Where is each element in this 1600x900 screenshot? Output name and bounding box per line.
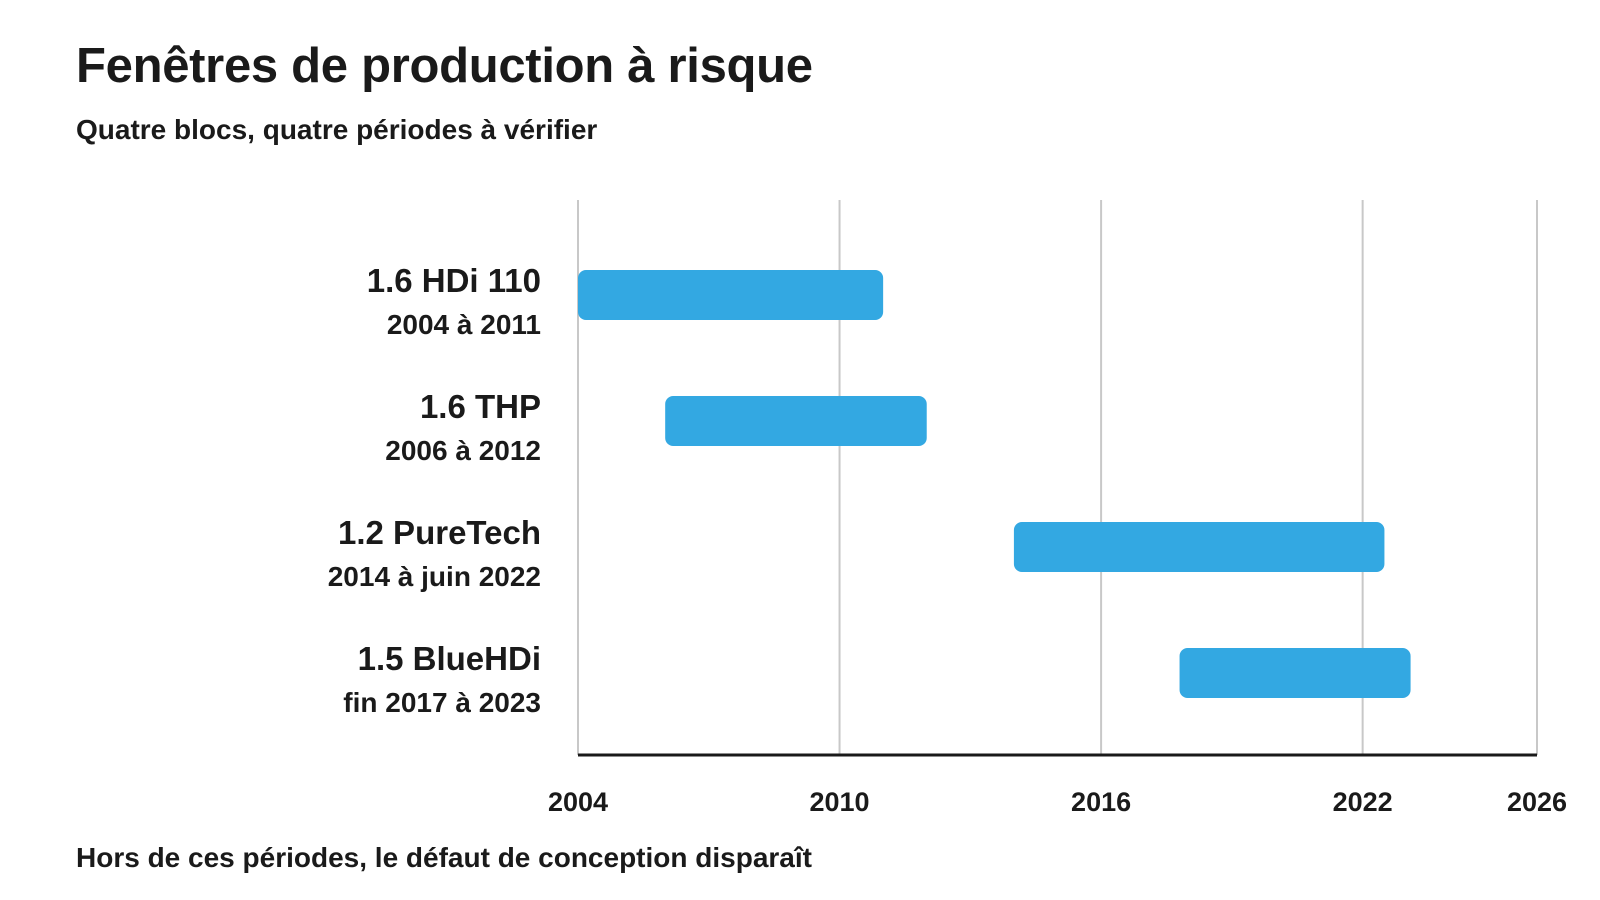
bars [578, 270, 1411, 698]
x-tick-label: 2004 [548, 787, 608, 817]
chart-subtitle: Quatre blocs, quatre périodes à vérifier [76, 114, 598, 145]
category-period-label: 2004 à 2011 [387, 309, 541, 340]
category-name-label: 1.2 PureTech [338, 514, 541, 551]
category-labels: 1.6 HDi 110 2004 à 2011 1.6 THP 2006 à 2012… [328, 262, 541, 718]
bar-1 [578, 270, 884, 320]
x-axis-tick-labels: 2004 2010 2016 2022 2026 [548, 787, 1567, 817]
category-name-label: 1.6 HDi 110 [367, 262, 541, 299]
bar-2 [665, 396, 927, 446]
x-tick-label: 2010 [810, 787, 870, 817]
x-tick-label: 2022 [1333, 787, 1393, 817]
bar-3 [1013, 522, 1385, 572]
category-period-label: fin 2017 à 2023 [343, 687, 541, 718]
x-tick-label: 2016 [1071, 787, 1131, 817]
chart-footnote: Hors de ces périodes, le défaut de conce… [76, 842, 812, 873]
category-period-label: 2006 à 2012 [385, 435, 541, 466]
chart-title: Fenêtres de production à risque [76, 39, 813, 93]
category-period-label: 2014 à juin 2022 [328, 561, 541, 592]
x-tick-label: 2026 [1507, 787, 1567, 817]
category-name-label: 1.6 THP [420, 388, 541, 425]
category-name-label: 1.5 BlueHDi [358, 640, 541, 677]
bar-4 [1179, 648, 1411, 698]
